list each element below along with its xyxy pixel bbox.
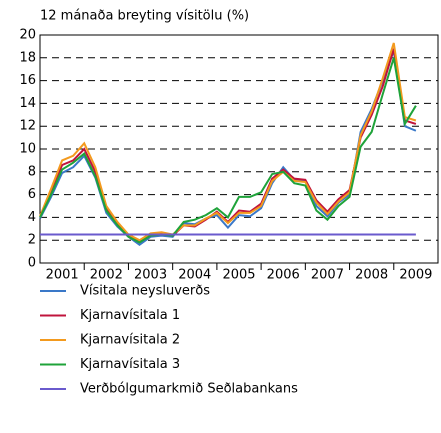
x-tick-label: 2002 [90, 268, 123, 283]
y-tick-label: 18 [19, 50, 36, 65]
y-tick-label: 10 [19, 142, 36, 157]
legend-label: Kjarnavísitala 3 [80, 357, 180, 372]
x-tick-label: 2006 [267, 268, 300, 283]
x-tick-label: 2005 [222, 268, 255, 283]
y-tick-label: 12 [19, 119, 36, 134]
x-tick-label: 2003 [134, 268, 167, 283]
y-tick-label: 4 [28, 210, 36, 225]
x-tick-label: 2007 [311, 268, 344, 283]
y-tick-label: 16 [19, 73, 36, 88]
y-tick-label: 8 [28, 164, 36, 179]
y-tick-label: 14 [19, 96, 36, 111]
y-tick-label: 2 [28, 233, 36, 248]
x-tick-label: 2008 [355, 268, 388, 283]
legend-label: Kjarnavísitala 2 [80, 333, 180, 348]
x-tick-label: 2001 [46, 268, 79, 283]
legend-label: Verðbólgumarkmið Seðlabankans [80, 382, 298, 397]
series-line [39, 57, 417, 244]
series-line [39, 42, 417, 242]
y-tick-label: 20 [19, 28, 36, 43]
x-tick-label: 2009 [399, 268, 432, 283]
chart-title: 12 mánaða breyting vísitölu (%) [40, 9, 249, 24]
y-tick-label: 6 [28, 187, 36, 202]
x-tick-label: 2004 [178, 268, 211, 283]
legend-label: Vísitala neysluverðs [80, 284, 210, 299]
y-tick-label: 0 [28, 256, 36, 271]
legend-label: Kjarnavísitala 1 [80, 308, 180, 323]
